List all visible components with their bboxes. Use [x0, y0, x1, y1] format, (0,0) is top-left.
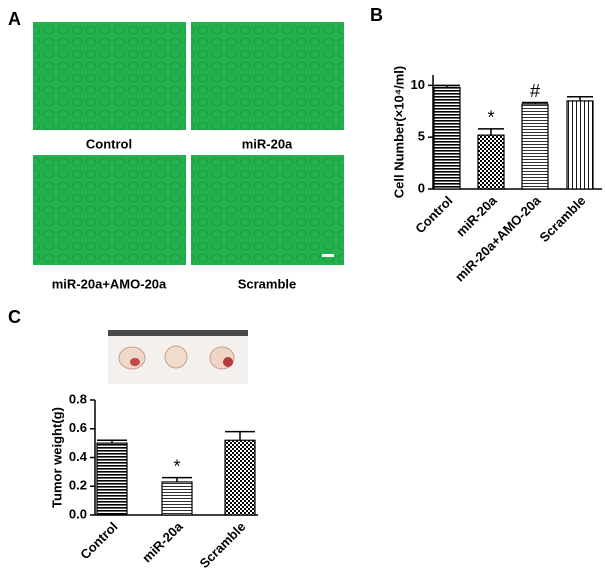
x-tick-label: Control — [412, 193, 455, 236]
x-tick-label: miR-20a+AMO-20a — [452, 192, 544, 284]
bar — [433, 86, 461, 190]
y-tick-label: 0.0 — [69, 506, 87, 521]
micrograph-caption: miR-20a+AMO-20a — [52, 276, 167, 291]
scale-bar — [322, 254, 334, 257]
micrograph — [191, 155, 344, 265]
error-bar — [567, 96, 593, 101]
y-tick-label: 0.8 — [69, 391, 87, 406]
bar — [161, 481, 193, 516]
bar — [96, 442, 128, 516]
significance-mark: # — [530, 81, 540, 101]
error-bar — [434, 84, 460, 88]
micrograph — [191, 22, 344, 130]
x-tick-label: Scramble — [197, 519, 249, 571]
y-tick-label: 0.2 — [69, 478, 87, 493]
error-bar — [162, 476, 192, 482]
error-bar — [225, 430, 255, 441]
x-tick-label: Control — [77, 519, 120, 562]
x-tick-label: miR-20a — [139, 518, 186, 565]
y-tick-label: 0 — [418, 180, 425, 195]
panel-label: C — [8, 307, 21, 327]
y-tick-label: 5 — [418, 129, 425, 144]
tumor-photo — [108, 330, 248, 384]
micrograph — [33, 22, 186, 130]
bar — [566, 100, 594, 190]
panel-label: B — [370, 5, 383, 25]
micrograph — [33, 155, 186, 265]
bar — [477, 134, 505, 190]
y-axis-label: Tumor weight(g) — [49, 407, 64, 508]
error-bar — [478, 128, 504, 136]
bar — [224, 439, 256, 516]
error-bar — [97, 439, 127, 444]
y-axis-label: Cell Number(×10⁴/ml) — [391, 66, 406, 199]
micrograph-caption: Control — [86, 136, 132, 151]
y-tick-label: 10 — [411, 77, 425, 92]
error-bar — [522, 101, 548, 105]
x-tick-label: Scramble — [537, 193, 589, 245]
significance-mark: * — [173, 456, 180, 476]
bar — [521, 103, 549, 190]
panel-label: A — [8, 9, 21, 29]
y-tick-label: 0.4 — [69, 449, 88, 464]
micrograph-caption: miR-20a — [242, 136, 293, 151]
significance-mark: * — [487, 108, 494, 128]
micrograph-caption: Scramble — [238, 276, 297, 291]
y-tick-label: 0.6 — [69, 420, 87, 435]
